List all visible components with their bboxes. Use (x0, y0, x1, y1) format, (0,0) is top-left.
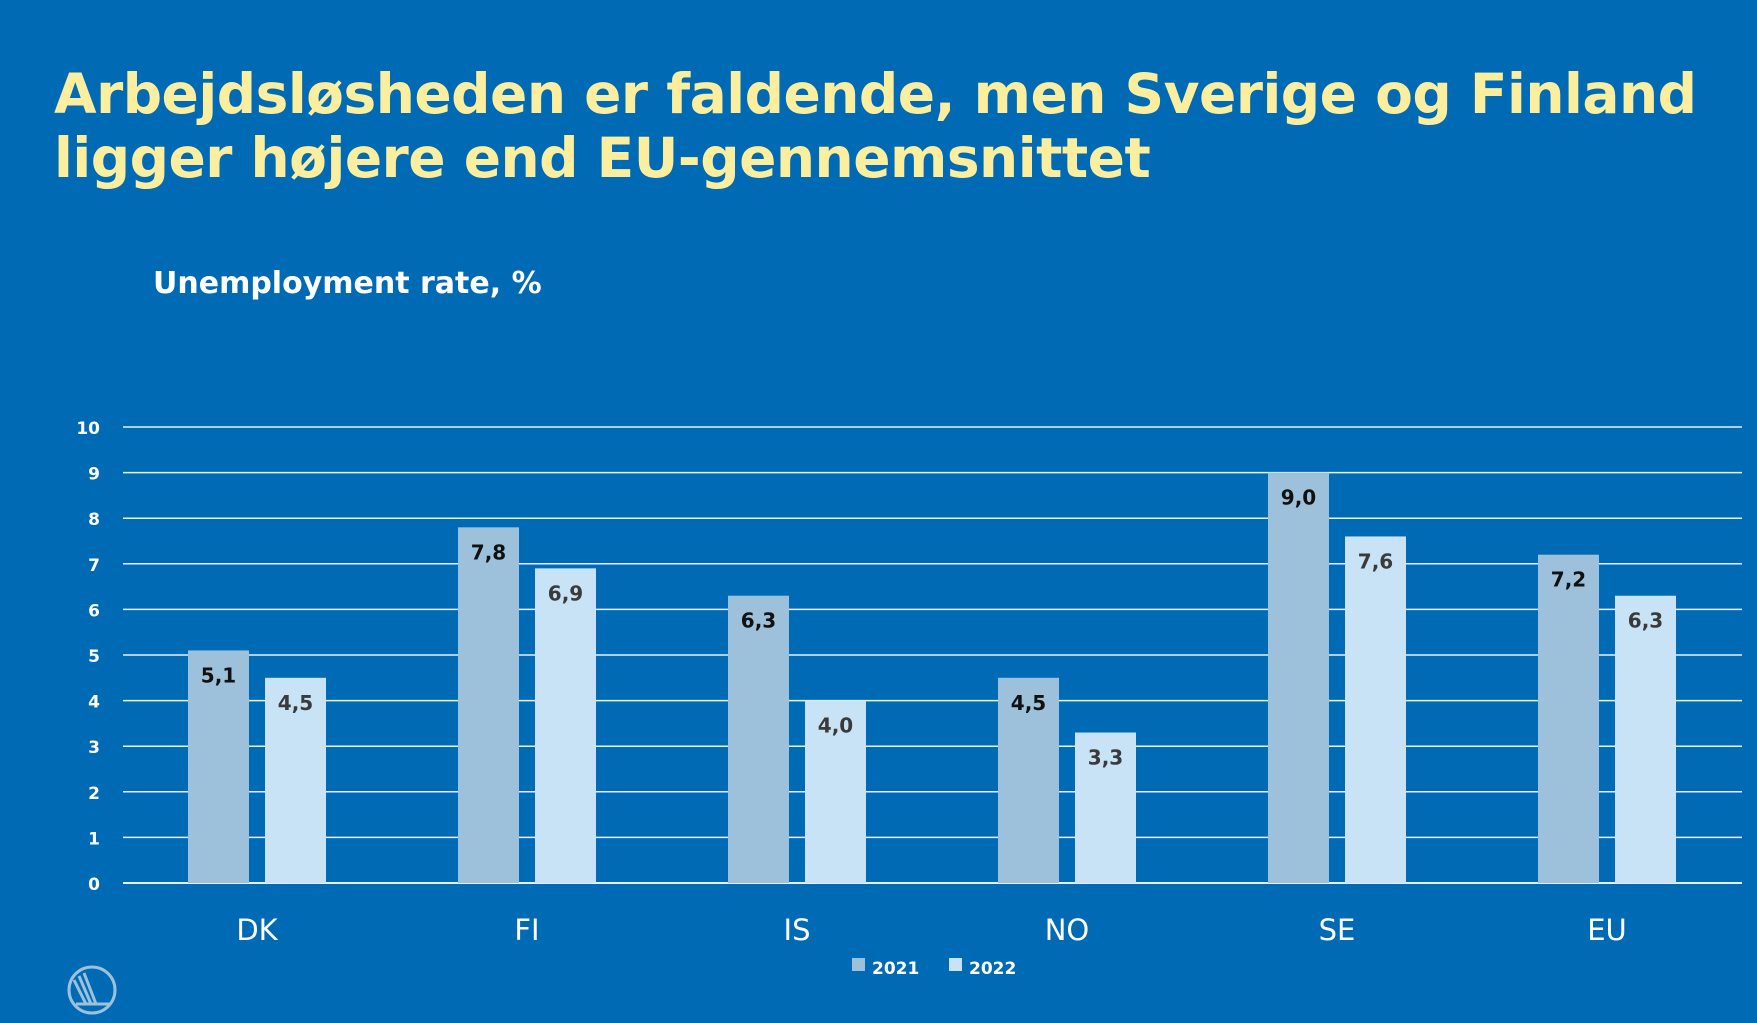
y-tick-label: 5 (88, 647, 100, 667)
data-label: 7,2 (1551, 568, 1586, 592)
y-tick-label: 2 (88, 784, 100, 804)
x-category-label: SE (1319, 913, 1356, 947)
bar-2022-SE (1345, 536, 1406, 883)
bar-2022-FI (535, 568, 596, 883)
data-label: 4,5 (1011, 691, 1046, 715)
data-label: 7,6 (1358, 549, 1393, 573)
legend-swatch-2021 (852, 958, 865, 971)
data-label: 3,3 (1088, 746, 1123, 770)
chart-title: Unemployment rate, % (153, 266, 542, 301)
data-label: 4,5 (278, 691, 313, 715)
y-tick-label: 6 (88, 601, 100, 621)
data-label: 6,3 (741, 609, 776, 633)
bar-2022-DK (265, 677, 326, 883)
x-category-label: NO (1045, 913, 1090, 947)
data-label: 6,3 (1628, 609, 1663, 633)
bar-2022-IS (805, 700, 866, 883)
y-tick-label: 4 (88, 693, 100, 713)
x-category-label: DK (236, 913, 278, 947)
y-tick-label: 9 (88, 465, 100, 485)
bar-2021-FI (458, 527, 519, 883)
bar-2021-EU (1538, 554, 1599, 883)
data-label: 9,0 (1281, 486, 1316, 510)
x-category-label: IS (784, 913, 811, 947)
y-tick-label: 0 (88, 875, 100, 895)
y-tick-label: 8 (88, 510, 100, 530)
y-tick-label: 7 (88, 556, 100, 576)
data-label: 7,8 (471, 540, 506, 564)
legend-label: 2022 (969, 959, 1016, 979)
bar-2021-IS (728, 595, 789, 883)
y-tick-label: 10 (76, 419, 100, 439)
y-tick-label: 1 (88, 829, 100, 849)
page-title: Arbejdsløsheden er faldende, men Sverige… (54, 62, 1697, 190)
data-label: 4,0 (818, 714, 853, 738)
legend-label: 2021 (872, 959, 919, 979)
bar-2022-NO (1075, 732, 1136, 883)
data-label: 6,9 (548, 581, 583, 605)
x-category-label: EU (1587, 913, 1627, 947)
bar-2021-NO (998, 677, 1059, 883)
data-label: 5,1 (201, 663, 236, 687)
x-category-label: FI (514, 913, 539, 947)
bar-2021-SE (1268, 472, 1329, 883)
legend-swatch-2022 (949, 958, 962, 971)
bar-2021-DK (188, 650, 249, 883)
bar-2022-EU (1615, 595, 1676, 883)
nordic-swan-logo-icon (67, 965, 117, 1015)
y-tick-label: 3 (88, 738, 100, 758)
